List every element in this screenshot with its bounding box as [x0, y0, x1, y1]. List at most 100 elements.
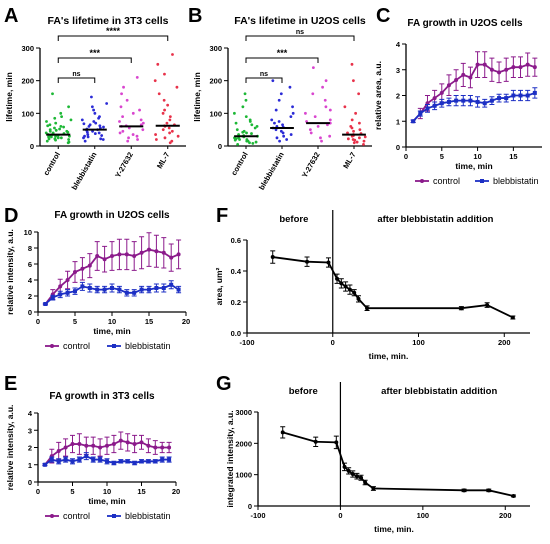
data-point [53, 126, 56, 130]
data-point [50, 295, 55, 300]
data-point [432, 103, 437, 108]
data-point [418, 111, 423, 116]
x-tick-label: ML-7 [155, 151, 172, 171]
panel-A: A FA's lifetime in 3T3 cells 0 100 200 300 lif… [4, 5, 186, 191]
data-point [328, 134, 332, 138]
data-point [121, 129, 125, 133]
y-tick-label: 0 [28, 478, 32, 487]
data-point [153, 445, 158, 450]
data-point [88, 123, 92, 127]
data-point [101, 138, 105, 141]
y-tick-label: 0 [248, 502, 252, 511]
data-point [139, 118, 143, 122]
data-point [110, 286, 114, 290]
significance-label: *** [89, 48, 100, 58]
x-tick-label: 0 [36, 487, 40, 496]
data-point [163, 72, 166, 76]
y-tick-label: 2 [28, 292, 32, 301]
data-point [346, 137, 350, 141]
data-point [342, 464, 347, 469]
data-point [250, 132, 253, 135]
data-point [343, 284, 348, 289]
data-point [352, 79, 355, 83]
x-tick-label: -100 [239, 338, 254, 347]
data-point [167, 457, 172, 462]
legend-label: blebbistatin [125, 341, 171, 351]
data-point [274, 108, 278, 112]
data-point [119, 105, 123, 109]
x-tick-label: Y-27632 [113, 151, 135, 180]
data-point [277, 120, 281, 123]
data-point [319, 136, 322, 140]
data-point [165, 121, 169, 125]
data-point [251, 141, 255, 145]
x-tick-label: 100 [412, 338, 425, 347]
data-point [91, 457, 96, 462]
data-point [352, 141, 356, 145]
x-tick-label: 0 [338, 511, 342, 520]
data-point [70, 442, 75, 447]
data-point [432, 96, 437, 101]
data-point [80, 118, 84, 122]
chart-title: FA growth in U2OS cells [407, 18, 523, 29]
x-tick-label: control [229, 151, 250, 178]
y-tick-label: 10 [24, 228, 32, 237]
data-point [354, 474, 359, 479]
data-point [45, 120, 48, 123]
data-point [48, 123, 52, 127]
data-point [278, 139, 281, 143]
data-point [525, 62, 530, 67]
data-point [518, 65, 523, 70]
x-tick-label: control [41, 151, 62, 178]
x-tick-label: ML-7 [341, 151, 358, 171]
data-point [111, 461, 116, 466]
data-point [162, 98, 166, 102]
data-point [87, 263, 92, 268]
data-point [486, 488, 491, 493]
data-point [56, 136, 60, 140]
data-point [168, 131, 172, 135]
panel-letter: D [4, 205, 18, 227]
data-point [475, 62, 480, 67]
data-point [65, 129, 69, 133]
chart-title: FA growth in 3T3 cells [49, 391, 155, 402]
data-point [97, 131, 101, 135]
x-axis-label: time, min [88, 496, 125, 506]
data-point [49, 457, 54, 462]
data-point [117, 287, 122, 292]
significance-bracket [57, 77, 96, 83]
data-point [58, 284, 63, 289]
x-tick-label: 20 [182, 317, 190, 326]
data-point [358, 136, 361, 140]
y-tick-label: 8 [28, 244, 32, 253]
data-point [241, 105, 245, 109]
y-tick-label: 3000 [235, 408, 252, 417]
data-point [350, 62, 354, 66]
y-tick-label: 0 [396, 143, 400, 152]
data-point [110, 254, 114, 258]
x-tick-label: blebbistatin [70, 150, 99, 191]
data-point [54, 121, 58, 125]
data-point [350, 118, 354, 122]
data-point [245, 138, 249, 141]
annotation-after: after blebbistatin addition [377, 214, 493, 225]
data-point [53, 116, 57, 120]
significance-bracket [245, 57, 319, 63]
significance-bracket [245, 77, 283, 83]
data-point [439, 101, 444, 106]
data-point [532, 90, 537, 95]
data-point [244, 115, 248, 118]
data-point [82, 122, 86, 126]
data-point [132, 461, 137, 466]
y-tick-label: 2 [28, 444, 32, 453]
y-tick-label: 4 [28, 276, 33, 285]
data-point [446, 99, 451, 104]
x-tick-label: 5 [440, 152, 444, 161]
data-point [167, 445, 172, 450]
x-axis-label: time, min [455, 161, 492, 171]
x-tick-label: 10 [108, 317, 116, 326]
y-tick-label: 2 [396, 92, 400, 101]
data-point [357, 92, 361, 96]
y-axis-label: lifetime, min [4, 72, 14, 122]
